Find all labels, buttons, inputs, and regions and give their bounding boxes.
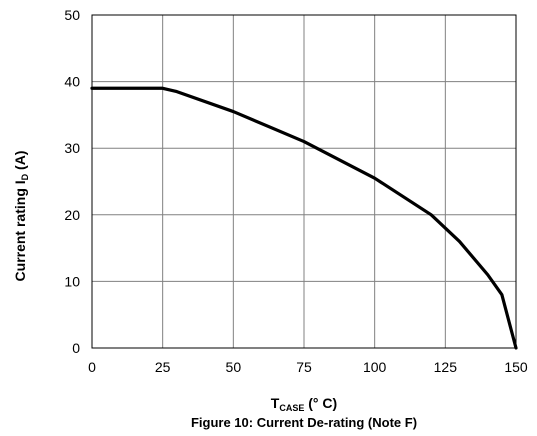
y-axis-tick-labels: 0 10 20 30 40 50 [64, 7, 80, 356]
x-tick-label: 100 [363, 359, 387, 375]
y-tick-label: 50 [64, 7, 80, 23]
x-tick-label: 125 [434, 359, 458, 375]
y-tick-label: 20 [64, 207, 80, 223]
y-tick-label: 30 [64, 140, 80, 156]
x-tick-label: 75 [296, 359, 312, 375]
x-tick-label: 25 [155, 359, 171, 375]
chart-gridlines [91, 14, 517, 349]
plot-area-frame [91, 14, 517, 349]
x-tick-label: 50 [226, 359, 242, 375]
y-tick-label: 10 [64, 273, 80, 289]
x-axis-tick-labels: 0 25 50 75 100 125 150 [88, 359, 528, 375]
current-rating-line [90, 86, 518, 350]
figure-caption: Figure 10: Current De-rating (Note F) [191, 415, 417, 430]
x-tick-label: 0 [88, 359, 96, 375]
y-axis-title: Current rating ID (A) [12, 151, 30, 282]
x-tick-label: 150 [504, 359, 528, 375]
x-axis-title: TCASE (° C) [271, 395, 337, 413]
y-tick-label: 40 [64, 74, 80, 90]
y-tick-label: 0 [72, 340, 80, 356]
